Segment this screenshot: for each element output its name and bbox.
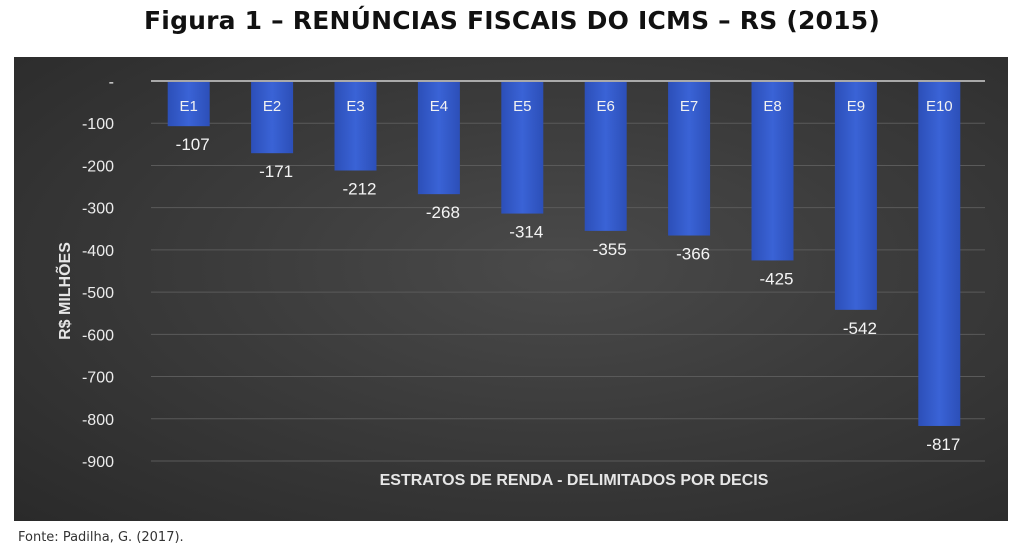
bar-e4 xyxy=(417,82,460,195)
y-tick-label: -100 xyxy=(82,116,114,133)
data-label: -212 xyxy=(342,180,376,199)
category-label: E5 xyxy=(513,98,531,115)
data-label: -817 xyxy=(926,435,960,454)
category-label: E3 xyxy=(346,98,364,115)
data-label: -355 xyxy=(593,240,627,259)
y-tick-label: - xyxy=(109,74,114,91)
data-label: -268 xyxy=(426,203,460,222)
category-label: E6 xyxy=(597,98,615,115)
bar-e10 xyxy=(918,82,961,426)
y-tick-label: -700 xyxy=(82,370,114,387)
data-label: -171 xyxy=(259,162,293,181)
data-label: -107 xyxy=(176,135,210,154)
bar-e9 xyxy=(834,82,877,310)
y-tick-label: -400 xyxy=(82,243,114,260)
category-label: E7 xyxy=(680,98,698,115)
bar-e3 xyxy=(334,82,377,171)
category-label: E9 xyxy=(847,98,865,115)
bar-chart: - -100 -200 -300 -400 -500 -600 -700 -800 -900 E1 -… xyxy=(54,74,985,489)
bar-e5 xyxy=(501,82,544,214)
source-note: Fonte: Padilha, G. (2017). xyxy=(18,530,184,545)
y-tick-label: -800 xyxy=(82,412,114,429)
y-tick-label: -200 xyxy=(82,158,114,175)
data-label: -425 xyxy=(759,269,793,288)
data-label: -366 xyxy=(676,245,710,264)
bar-e2 xyxy=(251,82,294,154)
category-label: E2 xyxy=(263,98,281,115)
bar-e6 xyxy=(584,82,627,231)
x-axis-title: ESTRATOS DE RENDA - DELIMITADOS POR DECI… xyxy=(380,472,769,489)
category-label: E1 xyxy=(180,98,198,115)
bar-e8 xyxy=(751,82,794,261)
bar-e7 xyxy=(668,82,711,236)
y-tick-label: -900 xyxy=(82,454,114,471)
y-axis-title: R$ MILHÕES xyxy=(54,242,74,340)
chart-frame: - -100 -200 -300 -400 -500 -600 -700 -800 -900 E1 -… xyxy=(14,57,1008,521)
y-tick-label: -600 xyxy=(82,327,114,344)
y-tick-label: -500 xyxy=(82,285,114,302)
data-label: -314 xyxy=(509,223,543,242)
data-label: -542 xyxy=(843,319,877,338)
y-tick-label: -300 xyxy=(82,201,114,218)
category-label: E10 xyxy=(926,98,953,115)
bar-e1 xyxy=(167,82,210,127)
figure-title: Figura 1 – RENÚNCIAS FISCAIS DO ICMS – R… xyxy=(144,6,880,35)
category-label: E8 xyxy=(763,98,781,115)
category-label: E4 xyxy=(430,98,448,115)
